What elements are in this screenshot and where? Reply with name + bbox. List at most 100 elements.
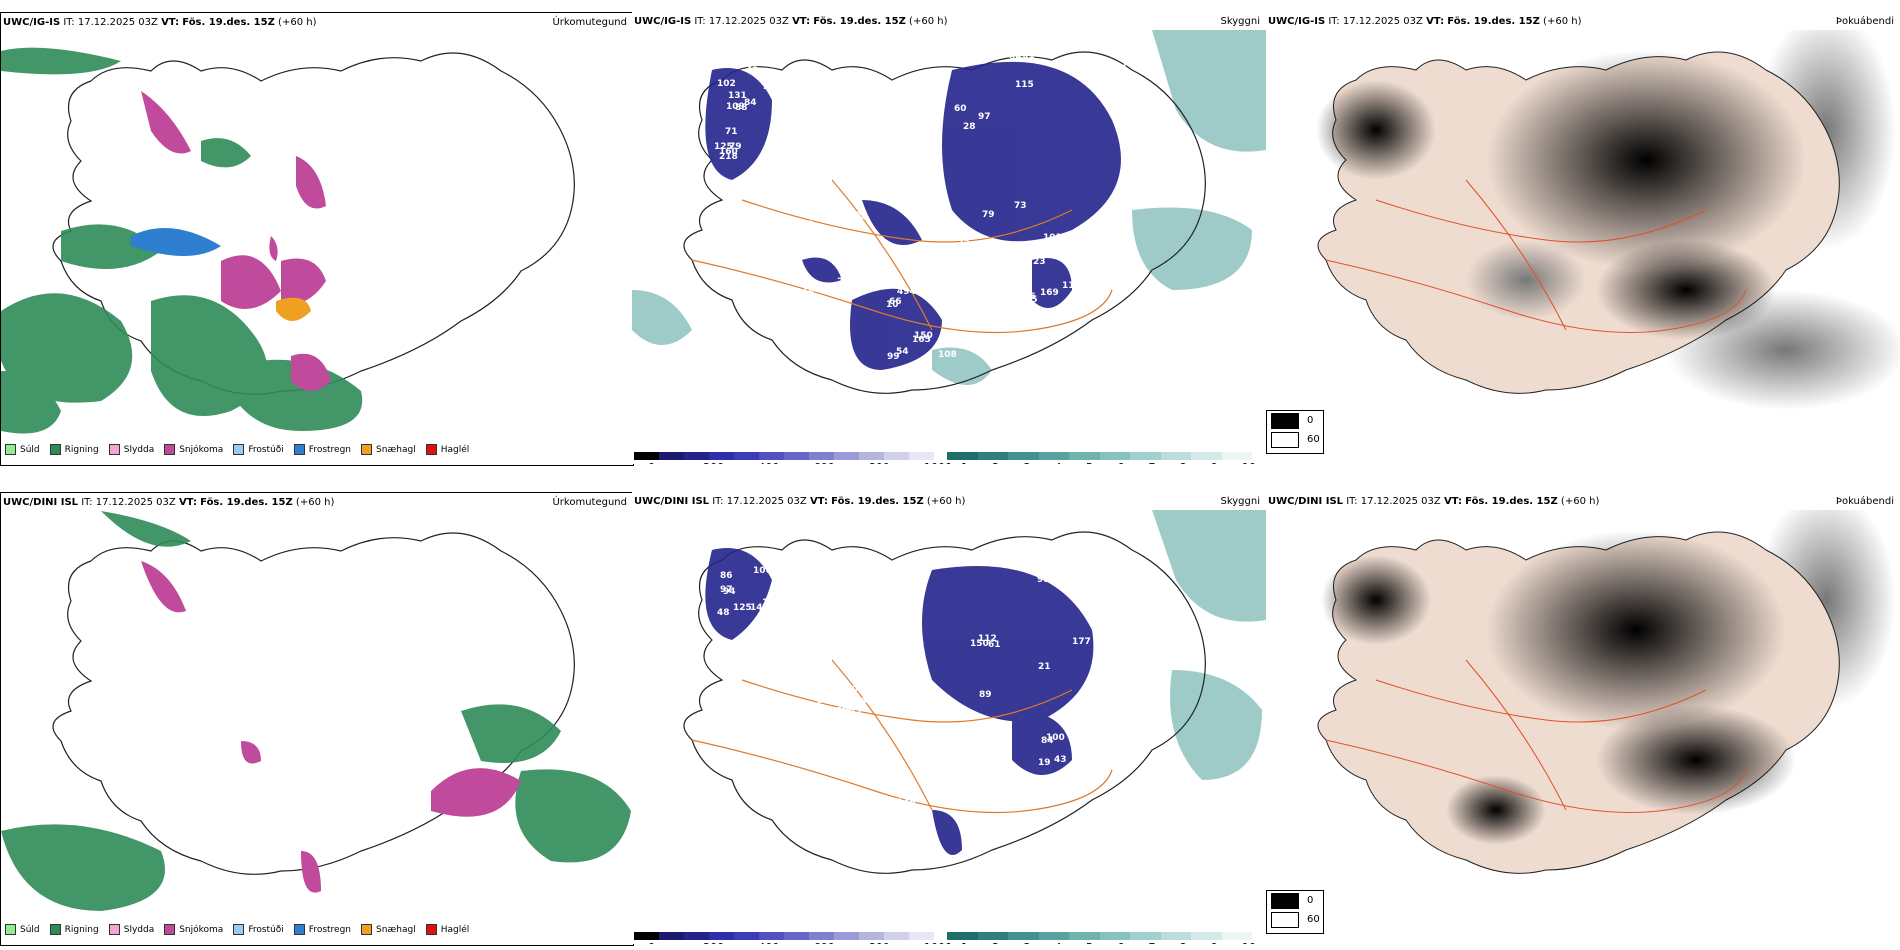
cloudbase-value: 54 (896, 347, 909, 357)
cloudbase-value: 22 (837, 277, 850, 287)
panel-header: UWC/DINI ISL IT: 17.12.2025 03Z VT: Fös.… (634, 496, 966, 507)
colorbar-segment (734, 452, 760, 460)
colorbar-segment (1130, 452, 1162, 460)
cloudbase-value: 66 (889, 297, 902, 307)
colorbar-tick: 9 (1211, 941, 1218, 944)
colorbar-segment (709, 932, 735, 940)
cloudbase-value: 71 (1096, 572, 1109, 582)
colorbar-tick: 4 (1055, 461, 1062, 464)
colorbar-tick: 7 (1148, 941, 1155, 944)
precip-rain-areas (1, 47, 363, 434)
colorbar-segment (834, 932, 860, 940)
cloudbase-value: 101 (1016, 51, 1035, 61)
cloudbase-value: 165 (854, 697, 873, 707)
colorbar-segment (884, 932, 910, 940)
colorbar-segment (1069, 932, 1101, 940)
visibility-colorbar: km1 2 3 4 5 6 7 8 9 10 (947, 932, 1256, 944)
legend-item: Slydda (108, 924, 154, 935)
cloudbase-value: 200 (1056, 251, 1075, 261)
visibility-colorbar: km1 2 3 4 5 6 7 8 9 10 (947, 452, 1256, 464)
precip-snow-areas (141, 91, 331, 391)
panel-title: Skyggni (1220, 16, 1260, 27)
cloudbase-value: 144 (1020, 783, 1039, 793)
cloudbase-value: 108 (765, 550, 784, 560)
cloudbase-value: 112 (978, 634, 997, 644)
colorbar-tick: 9 (1211, 461, 1218, 464)
fog-panel-top: UWC/IG-IS IT: 17.12.2025 03Z VT: Fös. 19… (1266, 12, 1900, 464)
cloudbase-panel-bottom: UWC/DINI ISL IT: 17.12.2025 03Z VT: Fös.… (632, 492, 1266, 944)
panel-title: Þokuábendi (1835, 496, 1894, 507)
cloudbase-value: 187 (815, 248, 834, 258)
cloudbase-value: 19 (1038, 758, 1051, 768)
colorbar-segment (709, 452, 735, 460)
colorbar-segment (859, 452, 885, 460)
cloudbase-value: 62 (788, 700, 801, 710)
colorbar-tick: 8 (1180, 941, 1187, 944)
cloudbase-value: 182 (952, 296, 971, 306)
cloudbase-value: 60 (954, 104, 967, 114)
colorbar-segment (1191, 932, 1223, 940)
cloudbase-value: 56 (839, 257, 852, 267)
colorbar-tick: 1000 (924, 941, 952, 944)
cloudbase-value: 84 (1041, 736, 1054, 746)
cloudbase-value: 144 (750, 603, 769, 613)
cloudbase-value: 72 (849, 708, 862, 718)
cloudbase-value: 58 (801, 220, 814, 230)
cloudbase-value: 101 (1043, 233, 1062, 243)
cloudbase-value: 55 (957, 237, 970, 247)
colorbar-segment (834, 452, 860, 460)
colorbar-segment (1130, 932, 1162, 940)
cloudbase-value: 106 (753, 566, 772, 576)
colorbar-tick: 0 (648, 941, 655, 944)
panel-title: Úrkomutegund (552, 17, 627, 28)
precip-legend: Súld Rigning Slydda Snjókoma Frostúði Fr… (5, 444, 469, 455)
panel-title: Skyggni (1220, 496, 1260, 507)
cloudbase-value: 100 (1046, 733, 1065, 743)
cloudbase-value: 75 (791, 268, 804, 278)
cloudbase-value: 328 (862, 283, 881, 293)
colorbar-segment (1099, 452, 1131, 460)
cloudbase-value: 177 (1072, 637, 1091, 647)
cloudbase-value: 102 (845, 256, 864, 266)
cloudbase-value: 125 (733, 603, 752, 613)
legend-item: Haglél (425, 444, 469, 455)
colorbar-segment (1069, 452, 1101, 460)
colorbar-tick: 800 (869, 461, 890, 464)
legend-item: Súld (5, 444, 40, 455)
cloudbase-value: 48 (717, 608, 730, 618)
colorbar-segment (977, 932, 1009, 940)
cloudbase-value: 23 (1033, 257, 1046, 267)
colorbar-tick: 10 (1242, 461, 1256, 464)
colorbar-segment (1038, 932, 1070, 940)
legend-item: Snæhagl (361, 444, 416, 455)
cloudbase-value: 70 (1075, 255, 1088, 265)
colorbar-segment (659, 932, 685, 940)
cloudbase-value: 40 (1020, 309, 1033, 319)
colorbar-tick: 800 (869, 941, 890, 944)
cloudbase-value: 140 (839, 685, 858, 695)
cloudbase-value: 150 (914, 331, 933, 341)
cloudbase-value: 183 (802, 285, 821, 295)
cloudbase-value: 92 (1047, 311, 1060, 321)
fog-map (1317, 510, 1896, 874)
legend-item: Haglél (425, 924, 469, 935)
colorbar-segment (947, 452, 979, 460)
colorbar-tick: 1 (961, 941, 968, 944)
cloudbase-value: 141 (876, 820, 895, 830)
cloudbase-value: 223 (942, 270, 961, 280)
cloudbase-value: 145 (958, 231, 977, 241)
colorbar-segment (634, 932, 660, 940)
panel-title: Úrkomutegund (552, 497, 627, 508)
cloudbase-value: 79 (982, 210, 995, 220)
cloudbase-value: 115 (1015, 80, 1034, 90)
fog-legend: 0 60 (1266, 890, 1324, 934)
cloudbase-value: 38 (836, 704, 849, 714)
colorbar-tick: 10 (1242, 941, 1256, 944)
cloudbase-value: 131 (728, 91, 747, 101)
cloudbase-value: 84 (744, 98, 757, 108)
colorbar-segment (909, 452, 935, 460)
colorbar-tick: 5 (1086, 461, 1093, 464)
colorbar-segment (947, 932, 979, 940)
cloudbase-value: 97 (978, 112, 991, 122)
